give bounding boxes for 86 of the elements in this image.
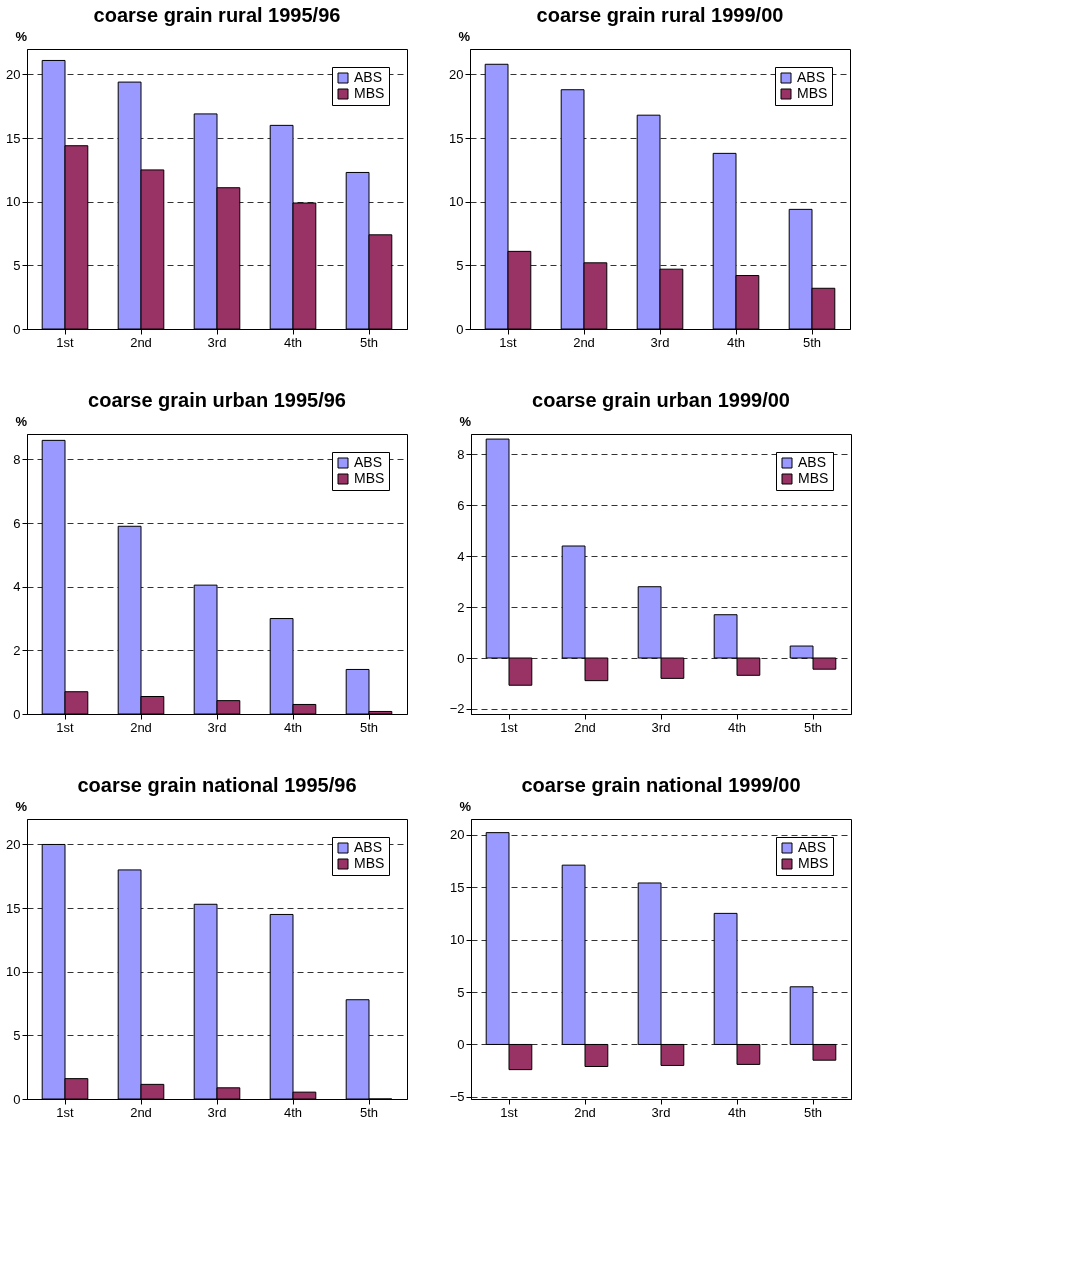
x-tick-label: 1st <box>500 719 519 735</box>
x-tick-label: 3rd <box>207 719 227 735</box>
x-tick-label: 1st <box>56 334 75 350</box>
y-tick-label: 15 <box>6 900 21 916</box>
legend-label: MBS <box>798 855 829 871</box>
y-tick-label: 4 <box>457 548 465 564</box>
x-tick-label: 5th <box>803 1104 823 1120</box>
y-tick-label: 10 <box>6 194 21 210</box>
chart-title: coarse grain urban 1995/96 <box>88 389 346 411</box>
x-tick-label: 2nd <box>130 719 152 735</box>
y-tick-label: 5 <box>13 257 21 273</box>
x-tick-label: 5th <box>359 1104 379 1120</box>
y-tick-label: 20 <box>450 827 465 843</box>
y-tick-label: 0 <box>457 650 465 666</box>
y-tick-label: 15 <box>449 130 464 146</box>
y-tick-label: 0 <box>456 321 464 337</box>
x-tick-label: 1st <box>56 1104 75 1120</box>
x-tick-label: 4th <box>726 334 746 350</box>
y-tick-label: 0 <box>13 321 21 337</box>
y-axis-title: % <box>15 413 28 429</box>
legend-label: MBS <box>354 85 385 101</box>
legend-label: MBS <box>798 470 829 486</box>
y-tick-label: −5 <box>449 1089 465 1105</box>
chart-title: coarse grain national 1995/96 <box>77 774 357 796</box>
y-tick-label: 10 <box>449 194 464 210</box>
y-tick-label: 6 <box>457 497 465 513</box>
x-tick-label: 1st <box>499 334 518 350</box>
x-tick-label: 3rd <box>651 1104 671 1120</box>
y-tick-label: 2 <box>13 642 21 658</box>
x-tick-label: 2nd <box>130 1104 152 1120</box>
x-tick-label: 4th <box>283 1104 303 1120</box>
x-tick-label: 5th <box>803 719 823 735</box>
x-tick-label: 1st <box>500 1104 519 1120</box>
y-tick-label: 15 <box>6 130 21 146</box>
x-tick-label: 2nd <box>574 1104 596 1120</box>
x-tick-label: 4th <box>283 334 303 350</box>
x-tick-label: 5th <box>359 334 379 350</box>
y-tick-label: 0 <box>457 1036 465 1052</box>
y-tick-label: 0 <box>13 706 21 722</box>
y-tick-label: 10 <box>450 932 465 948</box>
x-tick-label: 4th <box>727 1104 747 1120</box>
chart-title: coarse grain rural 1995/96 <box>93 4 341 26</box>
x-tick-label: 2nd <box>573 334 595 350</box>
legend-label: ABS <box>798 839 827 855</box>
y-tick-label: 20 <box>6 66 21 82</box>
legend-label: MBS <box>354 855 385 871</box>
x-tick-label: 4th <box>727 719 747 735</box>
y-tick-label: 8 <box>13 451 21 467</box>
x-tick-label: 3rd <box>207 334 227 350</box>
chart-title: coarse grain national 1999/00 <box>521 774 801 796</box>
x-tick-label: 2nd <box>574 719 596 735</box>
x-tick-label: 2nd <box>130 334 152 350</box>
y-tick-label: 0 <box>13 1091 21 1107</box>
legend-label: ABS <box>797 69 826 85</box>
x-tick-label: 5th <box>802 334 822 350</box>
legend-label: ABS <box>354 69 383 85</box>
y-tick-label: 20 <box>449 66 464 82</box>
x-tick-label: 5th <box>359 719 379 735</box>
legend-label: ABS <box>798 454 827 470</box>
y-tick-label: 5 <box>13 1027 21 1043</box>
y-tick-label: 15 <box>450 879 465 895</box>
y-tick-label: 10 <box>6 964 21 980</box>
y-tick-label: 5 <box>457 984 465 1000</box>
y-axis-title: % <box>459 798 472 814</box>
x-tick-label: 3rd <box>207 1104 227 1120</box>
y-tick-label: 8 <box>457 446 465 462</box>
y-tick-label: 20 <box>6 836 21 852</box>
y-tick-label: 6 <box>13 515 21 531</box>
y-tick-label: 2 <box>457 599 465 615</box>
y-axis-title: % <box>15 28 28 44</box>
x-tick-label: 3rd <box>651 719 671 735</box>
legend-label: MBS <box>354 470 385 486</box>
y-tick-label: −2 <box>449 701 465 717</box>
y-axis-title: % <box>15 798 28 814</box>
chart-title: coarse grain urban 1999/00 <box>532 389 790 411</box>
legend-label: MBS <box>797 85 828 101</box>
y-tick-label: 4 <box>13 579 21 595</box>
x-tick-label: 1st <box>56 719 75 735</box>
y-tick-label: 5 <box>456 257 464 273</box>
y-axis-title: % <box>458 28 471 44</box>
legend-label: ABS <box>354 839 383 855</box>
x-tick-label: 3rd <box>650 334 670 350</box>
x-tick-label: 4th <box>283 719 303 735</box>
legend-label: ABS <box>354 454 383 470</box>
chart-title: coarse grain rural 1999/00 <box>536 4 784 26</box>
y-axis-title: % <box>459 413 472 429</box>
